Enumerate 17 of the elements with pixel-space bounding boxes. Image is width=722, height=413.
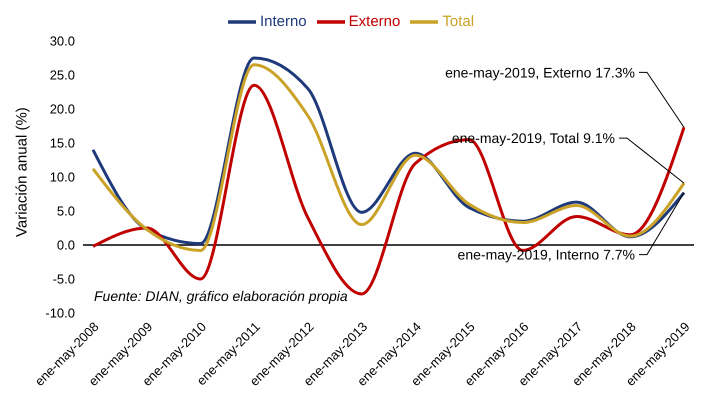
y-axis-title: Variación anual (%) <box>13 107 30 237</box>
y-tick-label: 5.0 <box>56 204 75 219</box>
annotation: ene-may-2019, Total 9.1% <box>452 130 615 146</box>
annotation: ene-may-2019, Interno 7.7% <box>458 246 635 263</box>
y-tick-label: -5.0 <box>52 272 75 287</box>
annotation: ene-may-2019, Externo 17.3% <box>445 64 635 80</box>
y-tick-label: 0.0 <box>56 238 75 253</box>
legend-label: Externo <box>348 12 400 30</box>
legend-label: Total <box>442 12 474 30</box>
legend-label: Interno <box>260 12 307 30</box>
y-tick-label: 10.0 <box>50 170 75 185</box>
annotation: Fuente: DIAN, gráfico elaboración propia <box>94 288 348 304</box>
y-tick-label: -10.0 <box>45 306 75 321</box>
y-tick-label: 25.0 <box>50 68 75 83</box>
y-tick-label: 15.0 <box>50 136 75 151</box>
y-tick-label: 30.0 <box>50 34 75 49</box>
y-tick-label: 20.0 <box>50 102 75 117</box>
